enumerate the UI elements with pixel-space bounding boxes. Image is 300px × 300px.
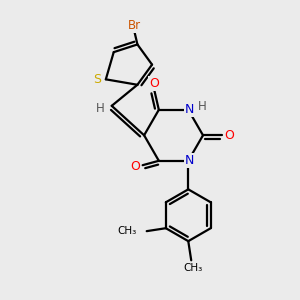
Text: N: N: [185, 103, 194, 116]
Text: CH₃: CH₃: [117, 226, 136, 236]
Text: O: O: [225, 129, 234, 142]
Text: H: H: [96, 102, 105, 115]
Text: CH₃: CH₃: [183, 263, 202, 273]
Text: O: O: [130, 160, 140, 173]
Text: S: S: [94, 73, 102, 86]
Text: H: H: [198, 100, 207, 113]
Text: Br: Br: [128, 20, 141, 32]
Text: N: N: [185, 154, 194, 167]
Text: O: O: [149, 77, 159, 90]
